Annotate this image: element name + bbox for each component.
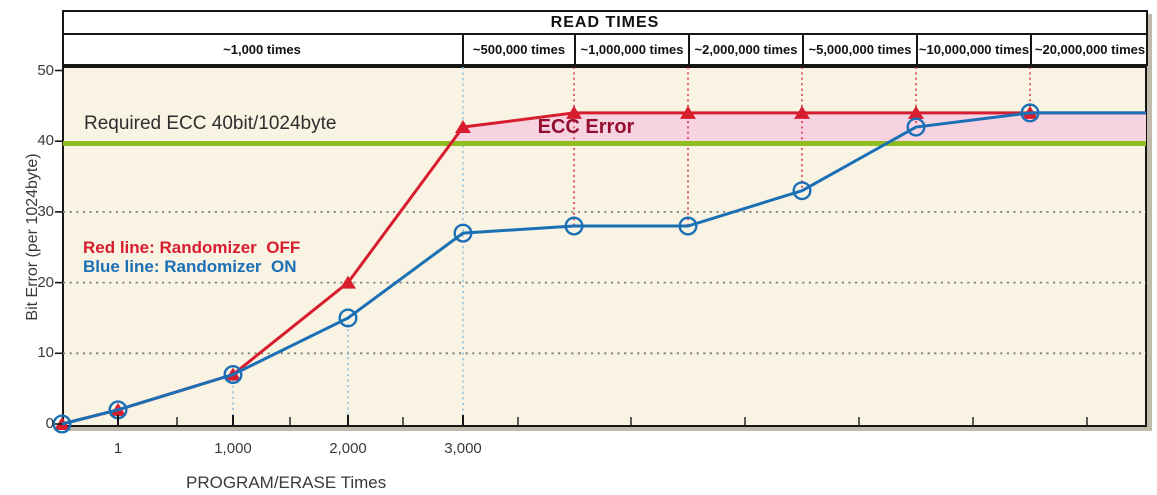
read-times-column: ~1,000 times — [223, 42, 301, 57]
read-times-column: ~1,000,000 times — [574, 35, 688, 64]
read-times-column: ~20,000,000 times — [1030, 35, 1148, 64]
randomizer-on-marker-circle — [792, 181, 812, 201]
ecc-error-label: ECC Error — [537, 116, 635, 138]
randomizer-on-marker-circle — [906, 117, 926, 137]
randomizer-off-marker-triangle — [908, 105, 924, 119]
randomizer-on-marker-circle — [338, 308, 358, 328]
required-ecc-label: Required ECC 40bit/1024byte — [84, 113, 337, 134]
x-tick-label: 2,000 — [329, 440, 367, 457]
randomizer-off-marker-triangle — [340, 275, 356, 289]
y-tick-label: 20 — [37, 273, 54, 291]
y-tick-label: 10 — [37, 344, 54, 362]
randomizer-off-marker-triangle — [680, 105, 696, 119]
read-times-column: ~500,000 times — [462, 35, 574, 64]
randomizer-off-marker-triangle — [455, 120, 471, 134]
x-tick-label: 1,000 — [214, 440, 252, 457]
randomizer-on-marker-circle — [453, 223, 473, 243]
header-divider — [64, 33, 1146, 35]
randomizer-off-marker-triangle — [794, 105, 810, 119]
y-tick-label: 50 — [37, 61, 54, 79]
randomizer-on-marker-circle — [564, 216, 584, 236]
read-times-column: ~10,000,000 times — [916, 35, 1030, 64]
randomizer-off-marker-triangle — [566, 105, 582, 119]
read-times-column: ~5,000,000 times — [802, 35, 916, 64]
read-times-header: READ TIMES ~1,000 times ~500,000 times ~1,… — [62, 10, 1148, 66]
read-times-title: READ TIMES — [550, 13, 660, 31]
randomizer-on-marker-circle — [1020, 103, 1040, 123]
y-tick-label: 30 — [37, 202, 54, 220]
x-axis-title: PROGRAM/ERASE Times — [186, 473, 387, 492]
x-tick-label: 3,000 — [444, 440, 482, 457]
randomizer-on-marker-circle — [678, 216, 698, 236]
randomizer-on-line — [61, 111, 1146, 426]
randomizer-on-marker-circle — [223, 365, 243, 385]
x-tick-label: 1 — [113, 440, 123, 457]
y-tick-label: 40 — [37, 132, 54, 150]
y-tick-label: 0 — [45, 415, 54, 432]
read-times-column: ~2,000,000 times — [688, 35, 802, 64]
legend-red-line: Red line: Randomizer OFF — [83, 238, 301, 257]
legend-blue-line: Blue line: Randomizer ON — [83, 257, 297, 276]
randomizer-on-marker-circle — [52, 414, 72, 434]
